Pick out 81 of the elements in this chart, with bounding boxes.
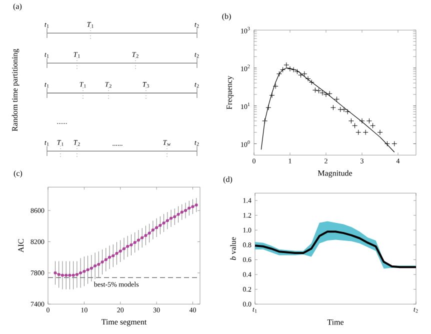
point <box>320 90 326 96</box>
text: (a) <box>13 3 22 11</box>
point <box>86 268 90 272</box>
point <box>362 130 368 136</box>
point <box>284 62 290 68</box>
point <box>148 232 151 235</box>
point <box>334 96 340 102</box>
point <box>384 140 390 146</box>
point <box>126 244 130 248</box>
point <box>118 250 122 253</box>
point <box>316 88 322 94</box>
point <box>290 66 296 72</box>
point <box>184 208 188 212</box>
point <box>94 264 97 268</box>
point <box>287 66 293 72</box>
point <box>356 130 362 136</box>
point <box>75 272 78 276</box>
point <box>276 71 282 77</box>
point <box>122 247 126 250</box>
point <box>188 206 191 210</box>
point <box>108 256 112 259</box>
point <box>180 210 184 214</box>
point <box>392 140 398 146</box>
point <box>308 79 314 85</box>
point <box>272 83 278 89</box>
chart-title: (d) <box>223 176 232 184</box>
point <box>298 72 304 78</box>
point <box>79 271 82 274</box>
point <box>262 118 268 124</box>
point <box>133 240 136 244</box>
point <box>170 216 173 220</box>
point <box>302 71 308 77</box>
point <box>140 236 144 240</box>
point <box>60 274 64 277</box>
point <box>57 272 60 276</box>
point <box>97 262 100 266</box>
y-axis-title: AIC <box>18 239 24 252</box>
point <box>166 219 169 222</box>
point <box>266 104 272 110</box>
chart-title: (c) <box>14 170 22 178</box>
point <box>280 66 286 72</box>
point <box>326 90 332 96</box>
x-axis-title: Time <box>327 319 344 325</box>
point <box>269 92 275 98</box>
point <box>64 274 68 277</box>
point <box>173 215 176 218</box>
point <box>162 221 166 224</box>
text: Random time partitioning <box>12 48 20 132</box>
point <box>155 226 158 230</box>
point <box>72 274 75 277</box>
point <box>151 228 154 232</box>
point <box>330 104 336 110</box>
point <box>100 260 104 264</box>
x-axis-title: Magnitude <box>318 170 352 178</box>
point <box>305 76 311 82</box>
point <box>344 108 350 114</box>
chart-title: (b) <box>222 13 231 21</box>
point <box>176 212 180 216</box>
point <box>144 234 148 237</box>
point <box>323 92 329 98</box>
point <box>341 106 347 112</box>
point <box>194 204 198 207</box>
point <box>136 238 140 242</box>
y-axis-title: Frequency <box>226 76 234 110</box>
point <box>112 254 115 258</box>
point <box>104 258 108 262</box>
point <box>158 224 162 227</box>
x-axis-title: Time segment <box>102 319 147 326</box>
point <box>294 68 300 74</box>
point <box>115 252 118 255</box>
point <box>191 205 194 208</box>
point <box>54 271 57 274</box>
point <box>338 106 344 112</box>
point <box>82 270 86 273</box>
point <box>377 130 383 136</box>
y-axis-title: b value <box>230 237 236 260</box>
point <box>312 87 318 93</box>
point <box>68 274 72 277</box>
point <box>130 243 133 246</box>
point <box>90 266 93 270</box>
point <box>359 118 365 124</box>
